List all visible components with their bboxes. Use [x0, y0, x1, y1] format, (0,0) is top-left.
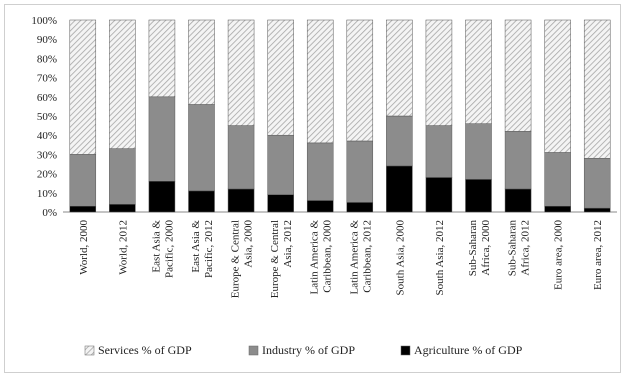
bar-segment-agriculture — [148, 181, 176, 213]
x-tick-label: Latin America &Caribbean, 2012 — [348, 220, 373, 295]
bar-segment-industry — [109, 148, 136, 205]
legend-label-services: Services % of GDP — [98, 343, 192, 357]
x-tick-label-text: Euro area, 2000 — [553, 220, 565, 290]
bar-segment-services — [465, 19, 492, 124]
x-tick-label-text: Sub-SaharanAfrica, 2012 — [507, 220, 532, 277]
x-tick-label-text: South Asia, 2000 — [394, 220, 406, 296]
y-tick-label: 40% — [37, 130, 57, 142]
y-tick-label: 20% — [37, 169, 57, 181]
bar-segment-industry — [306, 142, 334, 201]
legend-swatch-industry — [248, 345, 259, 356]
x-tick-label: World, 2000 — [78, 220, 90, 275]
chart-frame: 0% 10% 20% 30% 40% 50% 60% 70% 80% 90% 100% World,… — [4, 4, 621, 373]
bar-segment-agriculture — [306, 200, 334, 213]
x-tick-label: Europe & CentralAsia, 2012 — [269, 220, 294, 298]
y-tick-label: 50% — [37, 111, 57, 123]
y-tick-label: 10% — [37, 188, 57, 200]
bar-segment-industry — [465, 123, 492, 180]
bar-segment-industry — [583, 157, 611, 209]
bar-segment-industry — [504, 131, 532, 190]
x-axis-labels: World, 2000 World, 2012 East Asia &Pacific… — [78, 220, 604, 299]
y-tick-label: 70% — [37, 73, 57, 85]
bar-segment-services — [544, 19, 571, 153]
x-tick-label-text: World, 2000 — [78, 220, 90, 275]
bar-segment-industry — [227, 125, 255, 190]
bar-segment-industry — [544, 152, 571, 207]
bar-segment-services — [267, 19, 294, 136]
x-tick-label-text: East Asia &Pacific, 2000 — [150, 220, 175, 279]
y-tick-label: 30% — [37, 149, 57, 161]
y-tick-label: 90% — [37, 34, 57, 46]
bar-segment-services — [306, 19, 334, 144]
bar-segment-industry — [148, 96, 176, 182]
bar-segment-services — [504, 19, 532, 132]
bar-segment-agriculture — [109, 204, 136, 213]
bar-segment-agriculture — [386, 165, 413, 213]
bar-segment-agriculture — [227, 188, 255, 213]
bar-segment-agriculture — [425, 177, 453, 213]
bar-segment-services — [227, 19, 255, 126]
bar-segment-services — [346, 19, 374, 142]
bar-segment-services — [188, 19, 215, 105]
x-tick-label-text: Latin America &Caribbean, 2012 — [348, 220, 373, 295]
x-tick-label: Euro area, 2000 — [553, 220, 565, 290]
stacked-bar-chart: 0% 10% 20% 30% 40% 50% 60% 70% 80% 90% 100% World,… — [31, 15, 617, 357]
bar-segment-services — [425, 19, 453, 126]
x-tick-label: South Asia, 2000 — [394, 220, 406, 296]
x-tick-label: South Asia, 2012 — [434, 220, 446, 295]
x-tick-label-text: Euro area, 2012 — [592, 220, 604, 290]
bar-segment-industry — [188, 104, 215, 192]
legend-swatch-agriculture — [400, 345, 411, 356]
bar-segment-industry — [425, 125, 453, 178]
bar-segment-agriculture — [504, 188, 532, 213]
x-tick-label-text: World, 2012 — [117, 220, 129, 275]
bar-segment-agriculture — [583, 207, 611, 213]
bar-segment-agriculture — [465, 179, 492, 213]
bar-segment-agriculture — [69, 205, 97, 213]
bar-segment-agriculture — [188, 190, 215, 213]
legend-swatch-services — [84, 345, 95, 356]
y-tick-label: 60% — [37, 92, 57, 104]
bar-segment-services — [109, 19, 136, 149]
bar-segment-industry — [346, 140, 374, 203]
y-tick-label: 100% — [31, 15, 57, 27]
x-tick-label-text: Latin America &Caribbean, 2000 — [309, 220, 334, 295]
bar-segment-industry — [69, 154, 97, 207]
x-tick-label: Latin America &Caribbean, 2000 — [309, 220, 334, 295]
x-tick-label-text: Sub-SaharanAfrica, 2000 — [467, 220, 492, 277]
x-tick-label: East Asia &Pacific, 2012 — [190, 220, 215, 278]
x-tick-label: Sub-SaharanAfrica, 2000 — [467, 220, 492, 277]
x-tick-label: Sub-SaharanAfrica, 2012 — [507, 220, 532, 277]
bar-segment-industry — [267, 134, 294, 195]
bar-segment-agriculture — [544, 205, 571, 213]
bar-segment-services — [69, 19, 97, 155]
x-tick-label: Euro area, 2012 — [592, 220, 604, 290]
bar-segment-industry — [386, 115, 413, 167]
x-tick-label-text: Europe & CentralAsia, 2000 — [230, 220, 255, 299]
bars — [69, 19, 611, 213]
x-tick-label: World, 2012 — [117, 220, 129, 275]
bar-segment-agriculture — [267, 194, 294, 213]
x-tick-label-text: South Asia, 2012 — [434, 220, 446, 295]
legend-label-agriculture: Agriculture % of GDP — [414, 343, 523, 357]
x-tick-label: Europe & CentralAsia, 2000 — [230, 220, 255, 299]
y-tick-label: 0% — [42, 207, 57, 219]
legend: Services % of GDP Industry % of GDP Agricu… — [84, 343, 523, 357]
y-axis: 0% 10% 20% 30% 40% 50% 60% 70% 80% 90% 100% — [31, 15, 617, 219]
bar-segment-services — [148, 19, 176, 98]
bar-segment-agriculture — [346, 202, 374, 213]
x-tick-label-text: East Asia &Pacific, 2012 — [190, 220, 215, 278]
x-tick-label-text: Europe & CentralAsia, 2012 — [269, 220, 294, 298]
x-tick-label: East Asia &Pacific, 2000 — [150, 220, 175, 279]
bar-segment-services — [583, 19, 611, 159]
bar-segment-services — [386, 19, 413, 117]
y-tick-label: 80% — [37, 53, 57, 65]
legend-label-industry: Industry % of GDP — [262, 343, 355, 357]
